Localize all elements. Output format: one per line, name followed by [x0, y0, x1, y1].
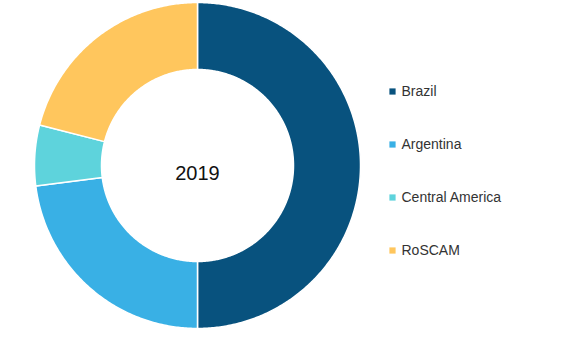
svg-text:RoSCAM: RoSCAM — [402, 242, 460, 258]
svg-text:2019: 2019 — [175, 162, 220, 184]
svg-text:Argentina: Argentina — [402, 136, 462, 152]
svg-text:Brazil: Brazil — [402, 83, 437, 99]
svg-text:Central America: Central America — [402, 189, 502, 205]
